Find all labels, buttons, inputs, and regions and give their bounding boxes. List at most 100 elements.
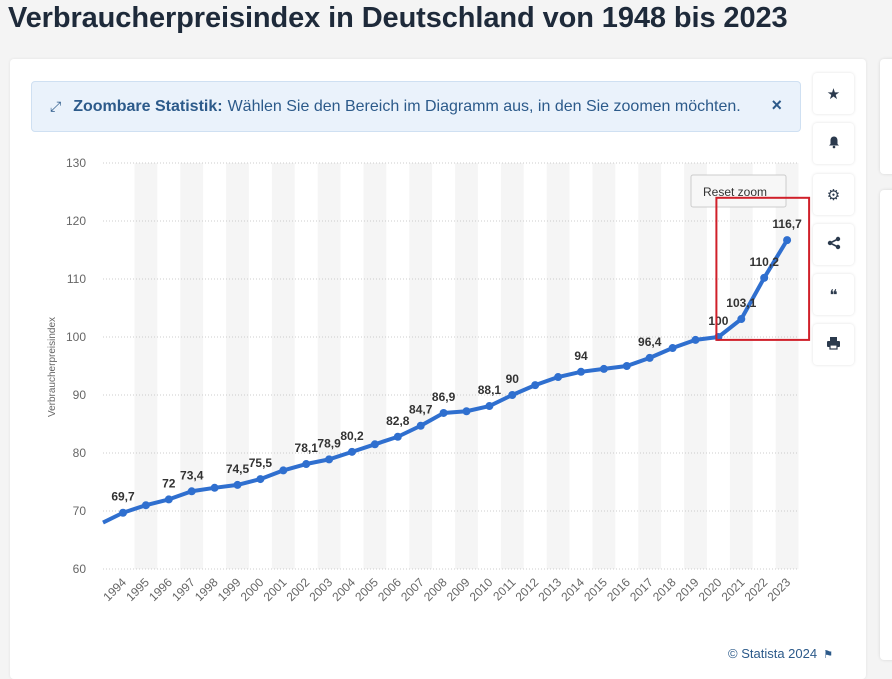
close-icon[interactable]: × xyxy=(771,95,782,115)
x-tick-label: 2023 xyxy=(764,575,793,604)
data-label: 72 xyxy=(162,476,176,490)
data-point xyxy=(531,381,540,390)
chart-band xyxy=(500,163,524,569)
chart-band xyxy=(775,163,799,569)
quote-icon: ❝ xyxy=(829,286,838,304)
copyright-text[interactable]: © Statista 2024 xyxy=(728,646,818,661)
x-tick-label: 2020 xyxy=(696,575,725,604)
data-point xyxy=(279,466,288,475)
chart-band xyxy=(455,163,478,569)
y-tick-label: 90 xyxy=(73,388,87,402)
share-icon xyxy=(827,236,841,254)
x-tick-label: 2015 xyxy=(581,575,610,604)
x-tick-label: 2006 xyxy=(375,575,404,604)
data-point xyxy=(577,367,585,376)
data-point xyxy=(187,487,196,496)
y-tick-label: 70 xyxy=(73,504,87,518)
data-point xyxy=(325,455,334,464)
zoom-banner-title: Zoombare Statistik: xyxy=(73,97,223,115)
data-point xyxy=(622,362,631,370)
x-tick-label: 2001 xyxy=(261,575,290,604)
y-tick-label: 100 xyxy=(66,330,86,344)
data-point xyxy=(393,432,402,441)
data-point xyxy=(119,508,127,517)
data-point xyxy=(783,236,792,245)
data-label: 82,8 xyxy=(386,414,410,428)
favorite-button[interactable]: ★ xyxy=(813,73,854,114)
cite-button[interactable]: ❝ xyxy=(813,274,854,315)
y-tick-label: 110 xyxy=(67,272,86,286)
print-button[interactable] xyxy=(813,324,854,365)
series-points xyxy=(119,236,792,517)
data-label: 86,9 xyxy=(432,390,456,404)
x-tick-label: 2004 xyxy=(329,575,358,604)
x-tick-label: 2000 xyxy=(238,575,267,604)
data-label: 69,7 xyxy=(111,490,135,504)
flag-icon[interactable]: ⚑ xyxy=(823,649,833,661)
x-tick-label: 2003 xyxy=(306,575,335,604)
reset-zoom-button[interactable]: Reset zoom xyxy=(690,174,787,208)
x-tick-label: 2018 xyxy=(650,575,679,604)
reset-zoom-label[interactable]: Reset zoom xyxy=(703,185,767,199)
x-tick-label: 2010 xyxy=(467,575,496,604)
data-label: 73,4 xyxy=(180,468,204,482)
x-tick-label: 2016 xyxy=(604,575,633,604)
x-tick-label: 1999 xyxy=(215,575,244,604)
data-point xyxy=(164,495,173,504)
data-point xyxy=(416,421,425,430)
data-point xyxy=(599,364,608,373)
data-point xyxy=(737,315,746,324)
x-tick-label: 2019 xyxy=(673,575,702,604)
data-point xyxy=(462,407,471,416)
share-button[interactable] xyxy=(813,224,854,265)
expand-icon: ⤢ xyxy=(50,98,62,114)
x-axis-ticks: 1994199519961997199819992000200120022003… xyxy=(100,575,793,604)
data-label: 78,1 xyxy=(295,441,319,455)
settings-button[interactable]: ⚙ xyxy=(813,174,854,215)
bell-icon xyxy=(827,135,841,153)
data-point xyxy=(691,335,700,344)
x-tick-label: 1997 xyxy=(169,575,198,604)
data-labels: 69,7 72 73,4 74,5 75,5 78,1 78,980,2 82,884,786… xyxy=(111,217,802,504)
x-tick-label: 1998 xyxy=(192,575,221,604)
x-tick-label: 2012 xyxy=(513,575,542,604)
chart-band xyxy=(271,163,295,569)
data-point xyxy=(760,273,769,282)
x-tick-label: 1996 xyxy=(146,575,175,604)
chart-band xyxy=(638,163,662,569)
x-tick-label: 2007 xyxy=(398,575,427,604)
data-label: 100 xyxy=(708,314,728,328)
x-tick-label: 2002 xyxy=(284,575,313,604)
data-point xyxy=(645,353,654,362)
data-point xyxy=(256,475,265,484)
data-point xyxy=(348,447,356,456)
chart-band xyxy=(729,163,753,569)
right-panel-bottom xyxy=(880,190,892,660)
y-tick-label: 80 xyxy=(73,446,87,460)
data-label: 78,9 xyxy=(317,436,341,450)
data-label: 90 xyxy=(506,372,520,386)
data-point xyxy=(668,344,677,353)
chart-bands xyxy=(134,163,799,569)
chart-band xyxy=(226,163,249,569)
star-icon: ★ xyxy=(826,85,841,103)
data-point xyxy=(439,408,448,417)
x-tick-label: 2022 xyxy=(742,575,771,604)
y-axis-title: Verbraucherpreisindex xyxy=(47,317,58,417)
data-label: 75,5 xyxy=(249,456,273,470)
copyright[interactable]: © Statista 2024 ⚑ xyxy=(728,646,833,661)
notification-button[interactable] xyxy=(813,123,854,164)
data-label: 110,2 xyxy=(750,255,780,269)
zoom-banner: ⤢ Zoombare Statistik: Wählen Sie den Ber… xyxy=(31,81,801,132)
data-label: 96,4 xyxy=(638,335,662,349)
x-tick-label: 1995 xyxy=(123,575,152,604)
page-title: Verbraucherpreisindex in Deutschland von… xyxy=(8,2,788,34)
data-point xyxy=(233,480,242,489)
data-label: 116,7 xyxy=(772,217,802,231)
x-tick-label: 2013 xyxy=(535,575,564,604)
x-tick-label: 2008 xyxy=(421,575,450,604)
reset-zoom-button-bg[interactable] xyxy=(690,174,787,208)
zoom-banner-text: Wählen Sie den Bereich im Diagramm aus, … xyxy=(227,97,741,115)
y-tick-label: 60 xyxy=(73,562,87,576)
